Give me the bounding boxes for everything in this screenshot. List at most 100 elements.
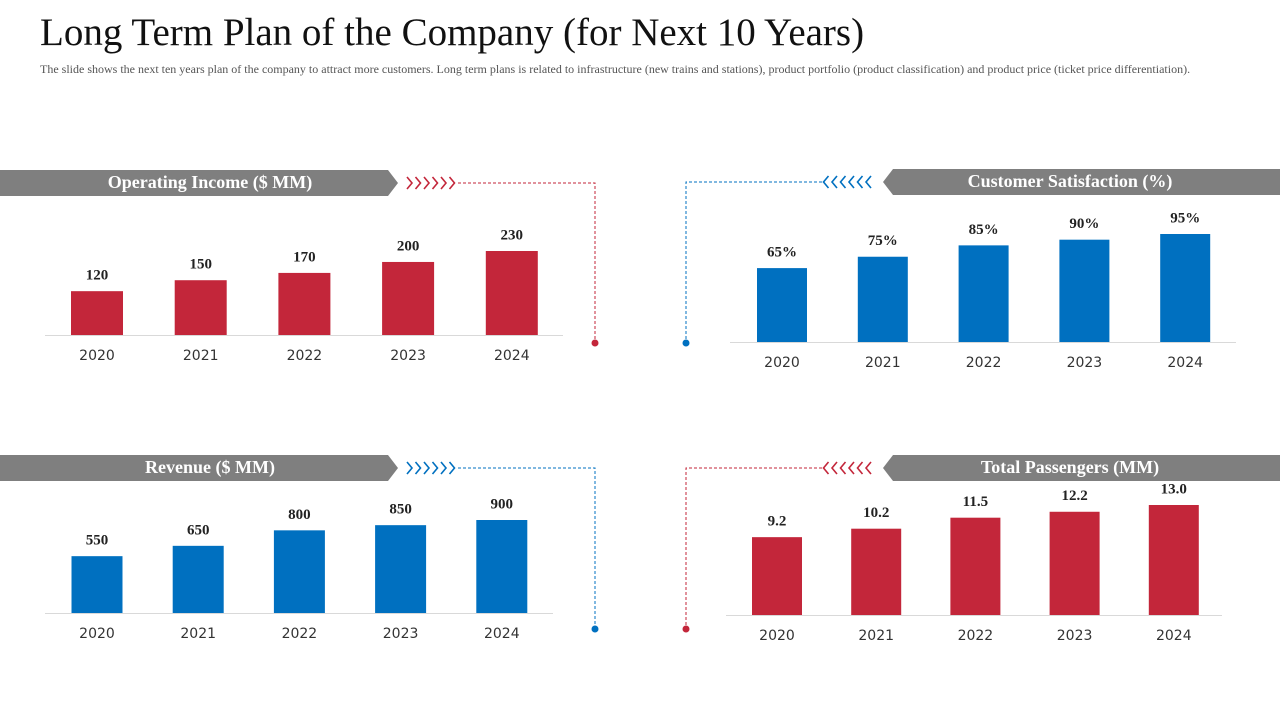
chevron [822, 175, 830, 189]
bar [857, 256, 908, 342]
bar [485, 251, 538, 335]
data-label: 120 [86, 268, 109, 284]
chart-title: Operating Income ($ MM) [108, 172, 312, 193]
header-bar [883, 455, 1280, 481]
data-label: 10.2 [863, 505, 889, 521]
chevron [856, 461, 864, 475]
data-label: 95% [1170, 210, 1200, 226]
x-tick-label: 2021 [180, 626, 216, 642]
chevron [847, 461, 855, 475]
chevron [839, 175, 847, 189]
connector-dot [682, 339, 690, 347]
data-label: 650 [187, 522, 210, 538]
chevron [423, 176, 431, 190]
chevron [406, 461, 414, 475]
connector [458, 182, 596, 343]
data-label: 800 [288, 507, 311, 523]
slide-description: The slide shows the next ten years plan … [40, 62, 1191, 76]
connector-dot [682, 625, 690, 633]
chevron [839, 461, 847, 475]
connector-dot [591, 625, 599, 633]
chevron [864, 461, 872, 475]
data-label: 170 [293, 249, 316, 265]
chevron [406, 176, 414, 190]
chevron [830, 175, 838, 189]
bar [851, 528, 902, 615]
x-tick-label: 2022 [287, 348, 323, 364]
x-tick-label: 2020 [764, 355, 800, 371]
x-tick-label: 2020 [79, 626, 115, 642]
bar [273, 530, 325, 613]
bar [375, 525, 427, 613]
data-label: 9.2 [768, 514, 787, 530]
bar [752, 537, 802, 615]
x-tick-label: 2021 [183, 348, 219, 364]
bar [757, 268, 807, 342]
data-label: 13.0 [1161, 481, 1187, 497]
data-label: 65% [767, 245, 797, 261]
chevron [830, 461, 838, 475]
x-tick-label: 2022 [282, 626, 318, 642]
x-tick-label: 2021 [858, 628, 894, 644]
data-label: 11.5 [963, 494, 988, 510]
bar [174, 280, 227, 335]
x-tick-label: 2020 [79, 348, 115, 364]
connector-dot [591, 339, 599, 347]
bar [958, 245, 1009, 342]
connector [685, 467, 822, 629]
bar [476, 520, 528, 613]
bar [71, 291, 123, 335]
x-tick-label: 2022 [958, 628, 994, 644]
bar [1160, 234, 1211, 342]
chevron [822, 461, 830, 475]
connector [458, 467, 596, 629]
x-tick-label: 2023 [390, 348, 426, 364]
bar [1148, 505, 1199, 615]
bar [950, 517, 1001, 615]
x-tick-label: 2020 [759, 628, 795, 644]
data-label: 90% [1069, 216, 1099, 232]
data-label: 12.2 [1061, 488, 1087, 504]
bar [71, 556, 123, 613]
x-tick-label: 2024 [494, 348, 530, 364]
x-tick-label: 2023 [1057, 628, 1093, 644]
bar [278, 272, 331, 335]
chart-title: Revenue ($ MM) [145, 457, 275, 478]
chevron [440, 176, 448, 190]
chevron [423, 461, 431, 475]
data-label: 850 [389, 502, 412, 518]
x-tick-label: 2024 [1167, 355, 1203, 371]
x-tick-label: 2023 [383, 626, 419, 642]
chevron [847, 175, 855, 189]
header-bar [0, 170, 398, 196]
chevron [431, 461, 439, 475]
data-label: 75% [868, 233, 898, 249]
x-tick-label: 2024 [484, 626, 520, 642]
chevron [414, 461, 422, 475]
data-label: 230 [501, 227, 524, 243]
chevron [864, 175, 872, 189]
bar [172, 545, 224, 613]
connector [685, 181, 822, 343]
bar [1049, 511, 1100, 615]
chevron [448, 176, 456, 190]
data-label: 200 [397, 238, 420, 254]
slide-title: Long Term Plan of the Company (for Next … [40, 11, 865, 54]
x-tick-label: 2022 [966, 355, 1002, 371]
data-label: 900 [491, 496, 514, 512]
data-label: 150 [189, 257, 212, 273]
chevron [431, 176, 439, 190]
x-tick-label: 2021 [865, 355, 901, 371]
chevron [440, 461, 448, 475]
x-tick-label: 2024 [1156, 628, 1192, 644]
chart-title: Customer Satisfaction (%) [968, 171, 1173, 192]
header-bar [0, 455, 398, 481]
bar [382, 261, 435, 335]
chart-title: Total Passengers (MM) [981, 457, 1159, 478]
header-bar [883, 169, 1280, 195]
chevron [414, 176, 422, 190]
data-label: 550 [86, 533, 109, 549]
data-label: 85% [969, 222, 999, 238]
chevron [448, 461, 456, 475]
